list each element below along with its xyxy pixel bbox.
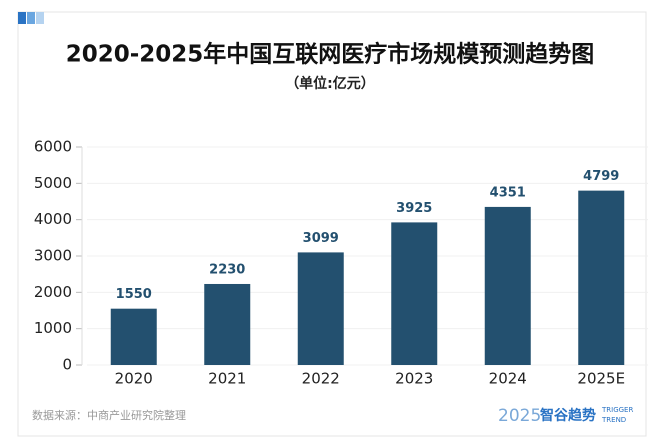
y-tick-label: 2000: [34, 283, 72, 301]
x-tick-label: 2020: [115, 370, 153, 388]
decor: [27, 12, 35, 24]
y-tick-label: 3000: [34, 247, 72, 265]
chart-title: 2020-2025年中国互联网医疗市场规模预测趋势图: [66, 41, 595, 68]
logo-en: TRIGGER: [601, 406, 633, 414]
decor: [36, 12, 44, 24]
y-tick-label: 1000: [34, 319, 72, 337]
bar: [110, 308, 157, 365]
x-tick-label: 2025E: [577, 370, 625, 388]
logo-name: 智谷趋势: [539, 407, 596, 424]
decor: [18, 12, 26, 24]
y-tick-label: 5000: [34, 174, 72, 192]
value-label: 3925: [396, 201, 432, 216]
value-label: 1550: [116, 287, 152, 302]
value-label: 4351: [490, 185, 526, 200]
x-tick-label: 2021: [208, 370, 246, 388]
y-tick-label: 6000: [34, 138, 72, 156]
source: 数据来源：中商产业研究院整理: [32, 408, 186, 422]
x-tick-label: 2022: [302, 370, 340, 388]
bar: [204, 283, 251, 365]
value-label: 2230: [209, 262, 245, 277]
y-tick-label: 4000: [34, 210, 72, 228]
logo-year: 2025: [498, 406, 541, 426]
bar: [391, 222, 438, 365]
bar: [578, 190, 625, 365]
value-label: 3099: [303, 231, 339, 246]
bar: [297, 252, 344, 365]
logo-en: TREND: [601, 416, 626, 424]
bar: [484, 206, 531, 365]
value-label: 4799: [583, 169, 619, 184]
x-tick-label: 2023: [395, 370, 433, 388]
chart-subtitle: （单位:亿元）: [285, 75, 375, 92]
y-tick-label: 0: [62, 356, 72, 374]
x-tick-label: 2024: [489, 370, 527, 388]
